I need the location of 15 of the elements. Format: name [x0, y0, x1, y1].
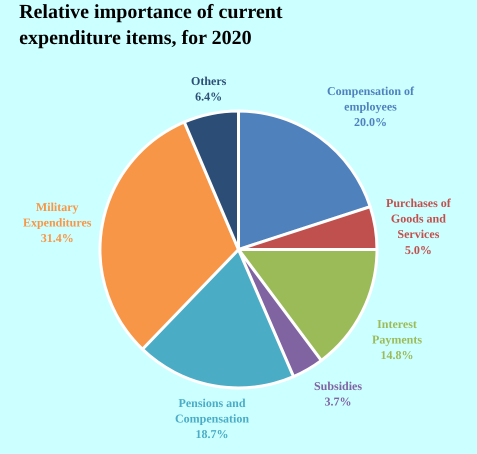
slice-label: Compensation of employees — [327, 84, 416, 114]
data-label: 3.7% — [324, 394, 352, 409]
data-label: 18.7% — [196, 427, 229, 442]
slice-label: Interest Payments — [372, 317, 422, 347]
data-label: 5.0% — [404, 242, 432, 257]
slice-label: Pensions and Compensation — [175, 396, 250, 426]
chart-title: Relative importance of current expenditure items, for 2020 — [19, 1, 283, 50]
data-label: 14.8% — [380, 348, 414, 362]
slice-label: Others — [191, 74, 227, 88]
data-label: 6.4% — [195, 90, 222, 104]
slice-label: Purchases of Goods and Services — [386, 196, 452, 242]
slice-label: Subsidies — [314, 379, 362, 393]
data-label: 20.0% — [354, 115, 388, 130]
slice-label: Military Expenditures — [23, 200, 92, 230]
data-label: 31.4% — [40, 231, 74, 246]
